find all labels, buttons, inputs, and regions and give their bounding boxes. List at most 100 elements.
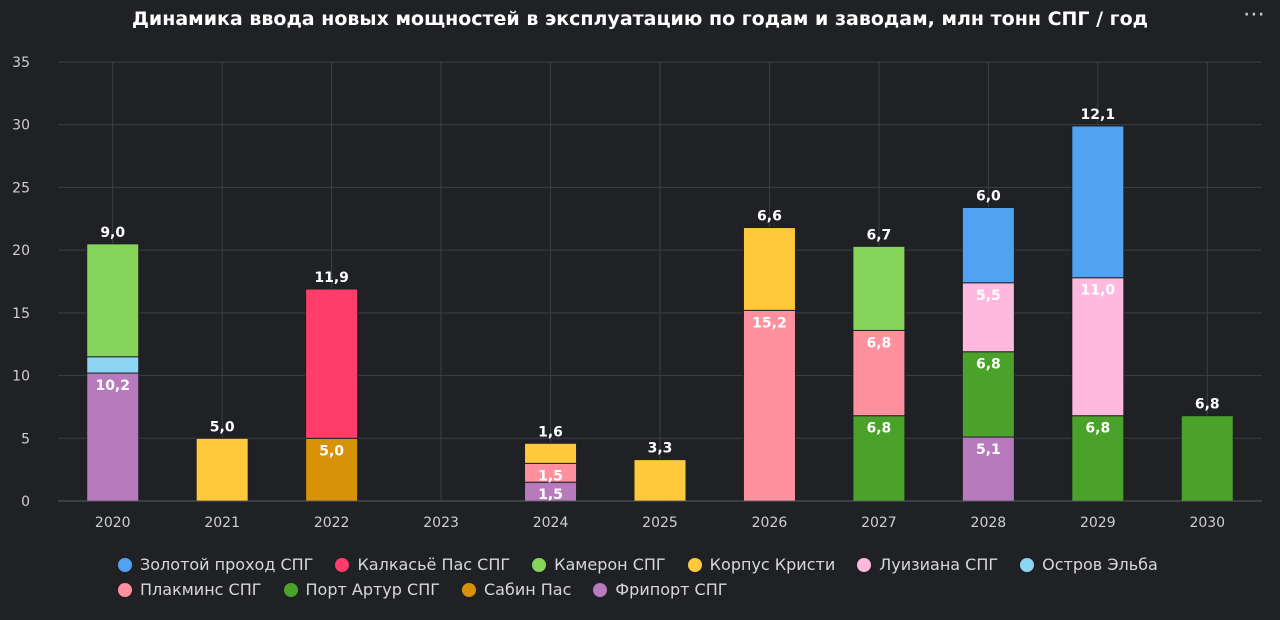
y-tick-label: 35: [12, 55, 30, 71]
data-label: 3,3: [648, 441, 673, 457]
bar-segment: [1180, 415, 1234, 502]
y-tick-label: 30: [12, 118, 30, 134]
legend-row: Золотой проход СПГ Калкасьё Пас СПГ Камеро…: [118, 552, 1218, 577]
bar-segment: [742, 227, 796, 311]
bar-segment: [305, 437, 359, 502]
legend-label: Порт Артур СПГ: [305, 580, 440, 599]
data-label: 11,0: [1081, 283, 1116, 299]
bar-segment: [961, 206, 1015, 284]
data-label: 6,7: [867, 227, 892, 243]
bar-segment: [852, 245, 906, 331]
data-label: 6,8: [976, 357, 1001, 373]
chart-canvas: 10,2 9,0 5,0 5,0 11,9 1,5 1,5 1,6 3,3 15,2 6,6 6,8 6…: [12, 55, 1262, 531]
x-tick-label: 2026: [752, 515, 788, 531]
bar-layer: [86, 125, 1234, 502]
y-tick-label: 5: [21, 431, 30, 447]
data-label: 6,6: [757, 209, 782, 225]
y-tick-label: 25: [12, 180, 30, 196]
legend-swatch-icon: [461, 582, 476, 597]
legend-label: Сабин Пас: [483, 580, 572, 599]
data-label: 6,8: [867, 335, 892, 351]
data-label: 5,1: [976, 442, 1001, 458]
legend: Золотой проход СПГ Калкасьё Пас СПГ Камеро…: [118, 552, 1218, 602]
legend-item[interactable]: Луизиана СПГ: [857, 555, 998, 574]
data-label: 11,9: [314, 270, 349, 286]
bar-segment: [86, 243, 140, 358]
legend-swatch-icon: [335, 557, 350, 572]
legend-item[interactable]: Сабин Пас: [461, 580, 572, 599]
data-label: 6,0: [976, 188, 1001, 204]
more-options-icon[interactable]: ⋯: [1243, 2, 1266, 27]
y-tick-label: 0: [21, 494, 30, 510]
data-label: 5,0: [210, 419, 235, 435]
legend-swatch-icon: [532, 557, 547, 572]
legend-row: Плакминс СПГ Порт Артур СПГ Сабин Пас Фрипо…: [118, 577, 1218, 602]
bar-segment: [852, 415, 906, 502]
chart-title: Динамика ввода новых мощностей в эксплуа…: [131, 8, 1149, 30]
legend-label: Плакминс СПГ: [140, 580, 262, 599]
x-tick-label: 2021: [204, 515, 240, 531]
legend-swatch-icon: [118, 557, 132, 572]
data-label: 5,0: [319, 443, 344, 459]
bar-segment: [1071, 125, 1125, 279]
y-tick-label: 10: [12, 369, 30, 385]
legend-item[interactable]: Порт Артур СПГ: [283, 580, 440, 599]
bar-segment: [1071, 277, 1125, 417]
data-label: 12,1: [1081, 107, 1116, 123]
x-tick-label: 2024: [533, 515, 569, 531]
data-label: 9,0: [100, 225, 125, 241]
data-label: 6,8: [867, 421, 892, 437]
data-label: 15,2: [752, 315, 787, 331]
legend-label: Остров Эльба: [1042, 555, 1158, 574]
legend-item[interactable]: Корпус Кристи: [687, 555, 836, 574]
bar-segment: [86, 356, 140, 374]
legend-item[interactable]: Золотой проход СПГ: [118, 555, 313, 574]
legend-item[interactable]: Калкасьё Пас СПГ: [335, 555, 510, 574]
legend-item[interactable]: Фрипорт СПГ: [593, 580, 728, 599]
bar-segment: [305, 288, 359, 439]
data-label: 6,8: [1085, 421, 1110, 437]
legend-label: Фрипорт СПГ: [615, 580, 728, 599]
bar-segment: [961, 351, 1015, 438]
legend-label: Золотой проход СПГ: [140, 555, 314, 574]
legend-swatch-icon: [857, 557, 872, 572]
data-label: 10,2: [95, 378, 130, 394]
data-label: 1,6: [538, 424, 563, 440]
x-tick-label: 2029: [1080, 515, 1116, 531]
bar-segment: [961, 436, 1015, 502]
y-tick-label: 15: [12, 306, 30, 322]
x-tick-label: 2030: [1189, 515, 1225, 531]
x-tick-label: 2020: [95, 515, 131, 531]
legend-swatch-icon: [687, 557, 702, 572]
x-tick-label: 2027: [861, 515, 897, 531]
legend-label: Камерон СПГ: [554, 555, 666, 574]
legend-swatch-icon: [118, 582, 132, 597]
x-tick-label: 2025: [642, 515, 678, 531]
x-tick-label: 2028: [971, 515, 1007, 531]
bar-segment: [633, 459, 687, 502]
legend-swatch-icon: [593, 582, 608, 597]
legend-item[interactable]: Камерон СПГ: [532, 555, 666, 574]
data-label: 6,8: [1195, 397, 1220, 413]
bar-segment: [852, 329, 906, 417]
bar-segment: [742, 309, 796, 502]
x-tick-label: 2022: [314, 515, 350, 531]
bar-segment: [195, 437, 249, 502]
data-label: 5,5: [976, 288, 1001, 304]
legend-item[interactable]: Плакминс СПГ: [118, 580, 262, 599]
grid-layer: [58, 61, 1262, 502]
legend-swatch-icon: [1020, 557, 1035, 572]
bar-segment: [524, 442, 578, 464]
legend-label: Калкасьё Пас СПГ: [357, 555, 511, 574]
legend-label: Корпус Кристи: [709, 555, 836, 574]
legend-swatch-icon: [283, 582, 298, 597]
label-layer: 10,2 9,0 5,0 5,0 11,9 1,5 1,5 1,6 3,3 15,2 6,6 6,8 6…: [95, 107, 1219, 503]
y-tick-label: 20: [12, 243, 30, 259]
data-label: 1,5: [538, 487, 563, 503]
x-tick-label: 2023: [423, 515, 459, 531]
legend-label: Луизиана СПГ: [879, 555, 999, 574]
bar-segment: [961, 282, 1015, 353]
legend-item[interactable]: Остров Эльба: [1020, 555, 1158, 574]
data-label: 1,5: [538, 468, 563, 484]
